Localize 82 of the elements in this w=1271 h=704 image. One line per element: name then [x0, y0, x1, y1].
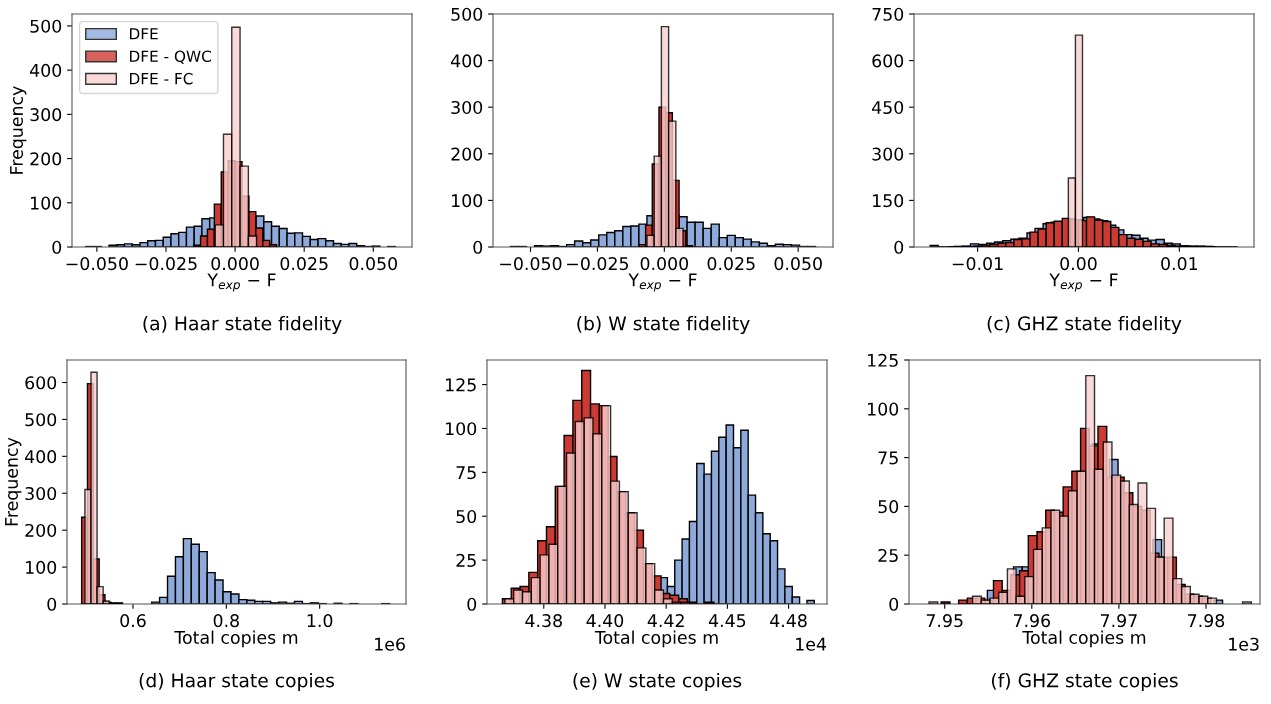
- x-tick-label: 0.000: [211, 257, 259, 271]
- x-tick-label: 0.025: [280, 257, 328, 271]
- x-axis-title: Total copies m: [594, 630, 718, 648]
- x-tick-label: −0.050: [66, 257, 128, 271]
- y-tick-label: 600: [872, 54, 904, 68]
- x-axis-title: Y$_{exp}$ − F: [628, 273, 697, 292]
- y-axis-title: Frequency: [5, 437, 22, 526]
- y-axis-title: Frequency: [10, 86, 27, 174]
- y-tick-label: 300: [451, 100, 483, 115]
- text: (f) GHZ state copies: [991, 672, 1178, 692]
- y-tick-label: 400: [450, 54, 483, 68]
- x-axis-title: Total copies m: [1022, 630, 1146, 648]
- x-tick-label: 4.42: [647, 614, 684, 627]
- y-tick-label: 400: [29, 63, 62, 77]
- y-tick-label: 75: [878, 451, 898, 465]
- y-tick-label: 750: [872, 7, 904, 21]
- y-tick-label: 0: [467, 597, 477, 611]
- y-tick-label: 0: [52, 240, 62, 254]
- y-tick-label: 500: [451, 7, 483, 21]
- x-axis-title: Y$_{exp}$ − F: [207, 273, 276, 292]
- x-tick-label: 7.96: [1013, 614, 1051, 628]
- legend-label: DFE - QWC: [130, 50, 211, 64]
- x-tick-label: 4.48: [770, 614, 807, 628]
- x-tick-label: 4.45: [708, 614, 746, 628]
- y-tick-label: 500: [25, 413, 57, 427]
- y-tick-label: 300: [25, 486, 57, 501]
- y-tick-label: 100: [26, 560, 57, 574]
- y-tick-label: 50: [878, 500, 899, 514]
- x-tick-label: −0.01: [952, 257, 1003, 271]
- x-tick-label: 0.8: [213, 614, 239, 628]
- y-tick-label: 200: [30, 152, 62, 166]
- text: 1e4: [796, 637, 827, 651]
- x-tick-label: 0.000: [640, 257, 689, 271]
- x-tick-label: 0.01: [1161, 257, 1198, 271]
- y-tick-label: 450: [871, 100, 904, 115]
- text: (b) W state fidelity: [577, 315, 750, 335]
- text: (e) W state copies: [573, 672, 742, 692]
- x-axis-title: Total copies m: [174, 630, 298, 648]
- y-tick-label: 25: [456, 553, 476, 567]
- text: 1e6: [375, 637, 405, 651]
- y-tick-label: 200: [25, 523, 57, 538]
- x-tick-label: 7.97: [1101, 614, 1137, 628]
- x-tick-label: 0.6: [120, 614, 146, 628]
- y-tick-label: 100: [31, 196, 62, 210]
- y-tick-label: 100: [868, 402, 899, 416]
- y-tick-label: 25: [878, 548, 898, 563]
- y-tick-label: 0: [47, 597, 57, 611]
- y-tick-label: 100: [452, 194, 483, 208]
- text: (d) Haar state copies: [139, 672, 335, 692]
- y-tick-label: 500: [30, 19, 62, 33]
- x-tick-label: 0.025: [707, 257, 755, 271]
- text: 1e3: [1229, 637, 1259, 651]
- y-tick-label: 600: [25, 376, 57, 390]
- legend-label: DFE - FC: [130, 72, 193, 85]
- x-tick-label: −0.025: [567, 257, 629, 271]
- x-axis-title: Y$_{exp}$ − F: [1049, 273, 1118, 292]
- text: (a) Haar state fidelity: [143, 315, 342, 335]
- y-tick-label: 300: [30, 108, 62, 122]
- x-tick-label: 0.00: [1060, 257, 1097, 271]
- y-tick-label: 100: [446, 422, 477, 436]
- x-tick-label: −0.050: [500, 257, 562, 271]
- y-tick-label: 75: [456, 466, 476, 480]
- y-tick-label: 300: [872, 147, 904, 161]
- legend-label: DFE: [130, 28, 158, 40]
- x-tick-label: 7.95: [926, 614, 963, 628]
- x-tick-label: 0.050: [774, 257, 822, 271]
- y-tick-label: 150: [873, 194, 904, 208]
- x-tick-label: 4.38: [525, 614, 562, 628]
- x-tick-label: 4.40: [586, 614, 624, 628]
- y-tick-label: 50: [456, 509, 477, 524]
- x-tick-label: 7.98: [1188, 614, 1225, 628]
- y-tick-label: 125: [446, 378, 476, 392]
- y-tick-label: 0: [894, 240, 904, 254]
- y-tick-label: 0: [889, 597, 899, 611]
- text: (c) GHZ state fidelity: [987, 315, 1182, 335]
- x-tick-label: 1.0: [307, 614, 333, 628]
- x-tick-label: 0.050: [349, 257, 397, 271]
- y-tick-label: 0: [473, 240, 483, 254]
- y-tick-label: 200: [451, 147, 483, 161]
- x-tick-label: −0.025: [135, 257, 197, 271]
- y-tick-label: 400: [24, 450, 57, 464]
- y-tick-label: 125: [868, 353, 898, 367]
